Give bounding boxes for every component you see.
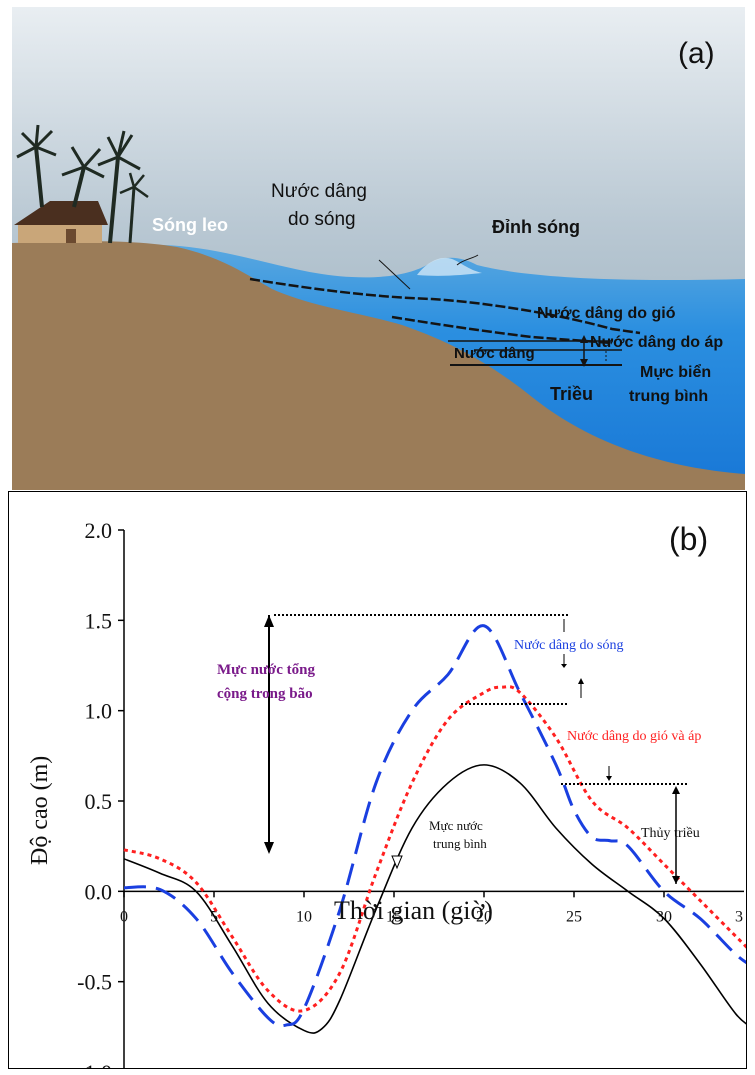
annotation-msl-2: trung bình xyxy=(433,836,487,851)
label-wave-runup: Sóng leo xyxy=(152,215,228,235)
y-tick-label: -1.0 xyxy=(77,1060,112,1068)
chart-annotations xyxy=(264,614,689,884)
annotation-total-2: cộng trong bão xyxy=(217,686,313,702)
panel-a-diagram: (a) Sóng leo Nước dâng do sóng Đỉnh sóng… xyxy=(12,7,745,490)
annotation-tide: Thủy triều xyxy=(641,826,700,841)
label-msl-1: Mực biển xyxy=(640,363,711,381)
x-tick-label: 3 xyxy=(735,908,743,925)
label-tide: Triều xyxy=(550,384,593,404)
label-wave-crest: Đỉnh sóng xyxy=(492,217,580,237)
x-tick-label: 0 xyxy=(120,908,128,925)
storm-surge-schematic: (a) Sóng leo Nước dâng do sóng Đỉnh sóng… xyxy=(12,7,745,490)
label-msl-2: trung bình xyxy=(629,388,708,405)
x-axis-label: Thời gian (giờ) xyxy=(334,896,493,925)
panel-label-b: (b) xyxy=(669,521,708,557)
label-surge: Nước dâng xyxy=(454,345,535,362)
water-level-chart: 2.01.51.00.50.0-0.5-1.00510152025303 (b)… xyxy=(27,518,746,1068)
annotation-wave-setup: Nước dâng do sóng xyxy=(514,638,623,653)
y-tick-label: 1.0 xyxy=(85,699,113,724)
y-tick-label: -0.5 xyxy=(77,970,112,995)
annotation-msl-1: Mực nước xyxy=(429,818,483,833)
panel-label-a: (a) xyxy=(678,37,715,70)
x-tick-label: 10 xyxy=(296,908,312,925)
x-tick-label: 15 xyxy=(386,908,402,925)
y-axis-label: Độ cao (m) xyxy=(27,756,53,865)
palm-trees-icon xyxy=(16,124,149,244)
label-pressure-setup: Nước dâng do áp xyxy=(590,334,723,351)
x-tick-label: 20 xyxy=(476,908,492,925)
series-line-dashed xyxy=(123,624,746,1028)
series-line-dotted xyxy=(123,685,746,1013)
wave-crest-foam xyxy=(417,257,482,276)
annotation-total-1: Mực nước tổng xyxy=(217,662,315,678)
x-tick-label: 30 xyxy=(656,908,672,925)
label-wind-setup: Nước dâng do gió xyxy=(537,305,676,322)
y-tick-label: 0.0 xyxy=(85,879,113,904)
series-line-solid xyxy=(123,764,746,1034)
y-tick-label: 1.5 xyxy=(85,608,113,633)
panel-b-chart: 2.01.51.00.50.0-0.5-1.00510152025303 (b)… xyxy=(8,491,747,1069)
house-icon xyxy=(14,201,108,243)
ground xyxy=(12,241,745,490)
annotation-wind-pressure: Nước dâng do gió và áp xyxy=(567,729,701,744)
label-wave-setup-2: do sóng xyxy=(288,209,356,230)
water-level-lines xyxy=(249,254,641,367)
label-wave-setup-1: Nước dâng xyxy=(271,181,367,202)
y-tick-label: 2.0 xyxy=(85,518,113,543)
y-tick-label: 0.5 xyxy=(85,789,113,814)
x-tick-label: 25 xyxy=(566,908,582,925)
